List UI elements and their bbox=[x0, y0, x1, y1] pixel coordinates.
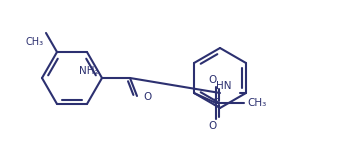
Text: HN: HN bbox=[216, 81, 232, 91]
Text: O: O bbox=[143, 92, 151, 102]
Text: NH₂: NH₂ bbox=[79, 66, 99, 76]
Text: CH₃: CH₃ bbox=[247, 98, 266, 108]
Text: O: O bbox=[208, 75, 216, 85]
Text: CH₃: CH₃ bbox=[26, 37, 44, 47]
Text: O: O bbox=[208, 121, 216, 131]
Text: S: S bbox=[212, 98, 220, 108]
